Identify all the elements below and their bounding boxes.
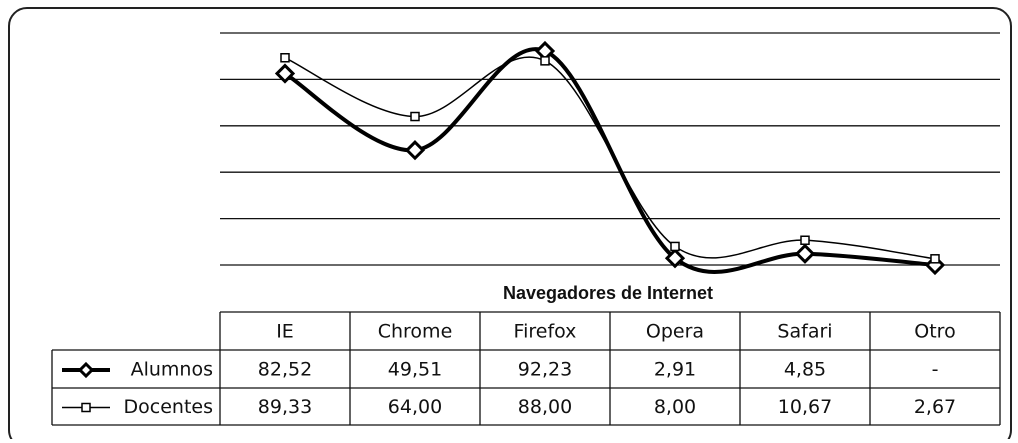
table-value: 88,00 [518,396,572,418]
table-header: Firefox [514,321,577,343]
marker [670,241,680,252]
table-value: - [932,359,939,381]
marker [930,254,940,264]
frame [8,7,1012,443]
legend-marker [81,402,91,413]
table-value: 64,00 [388,396,442,418]
legend-marker [77,361,95,379]
series-line [284,56,936,260]
table-value: 4,85 [784,359,826,381]
table-value: 89,33 [258,396,312,418]
x-axis-title: Navegadores de Internet [503,283,713,303]
table-header: Opera [646,321,704,343]
marker [410,111,420,122]
table-header: IE [276,321,294,343]
table-header: Safari [777,321,832,343]
marker [404,140,426,161]
marker [540,56,550,66]
table-value: 2,67 [914,396,956,418]
legend-label: Alumnos [131,359,213,381]
table-value: 10,67 [778,396,832,418]
marker [274,63,296,84]
marker [800,235,810,245]
marker [664,248,686,269]
table-value: 2,91 [654,359,696,381]
table-value: 92,23 [518,359,572,381]
table-header: Otro [914,321,955,343]
table-header: Chrome [378,321,453,343]
table-value: 8,00 [654,396,696,418]
marker [280,53,290,63]
legend-label: Docentes [124,396,213,418]
table-value: 49,51 [388,359,442,381]
marker [794,243,816,264]
table-value: 82,52 [258,359,312,381]
series-line [283,47,936,274]
